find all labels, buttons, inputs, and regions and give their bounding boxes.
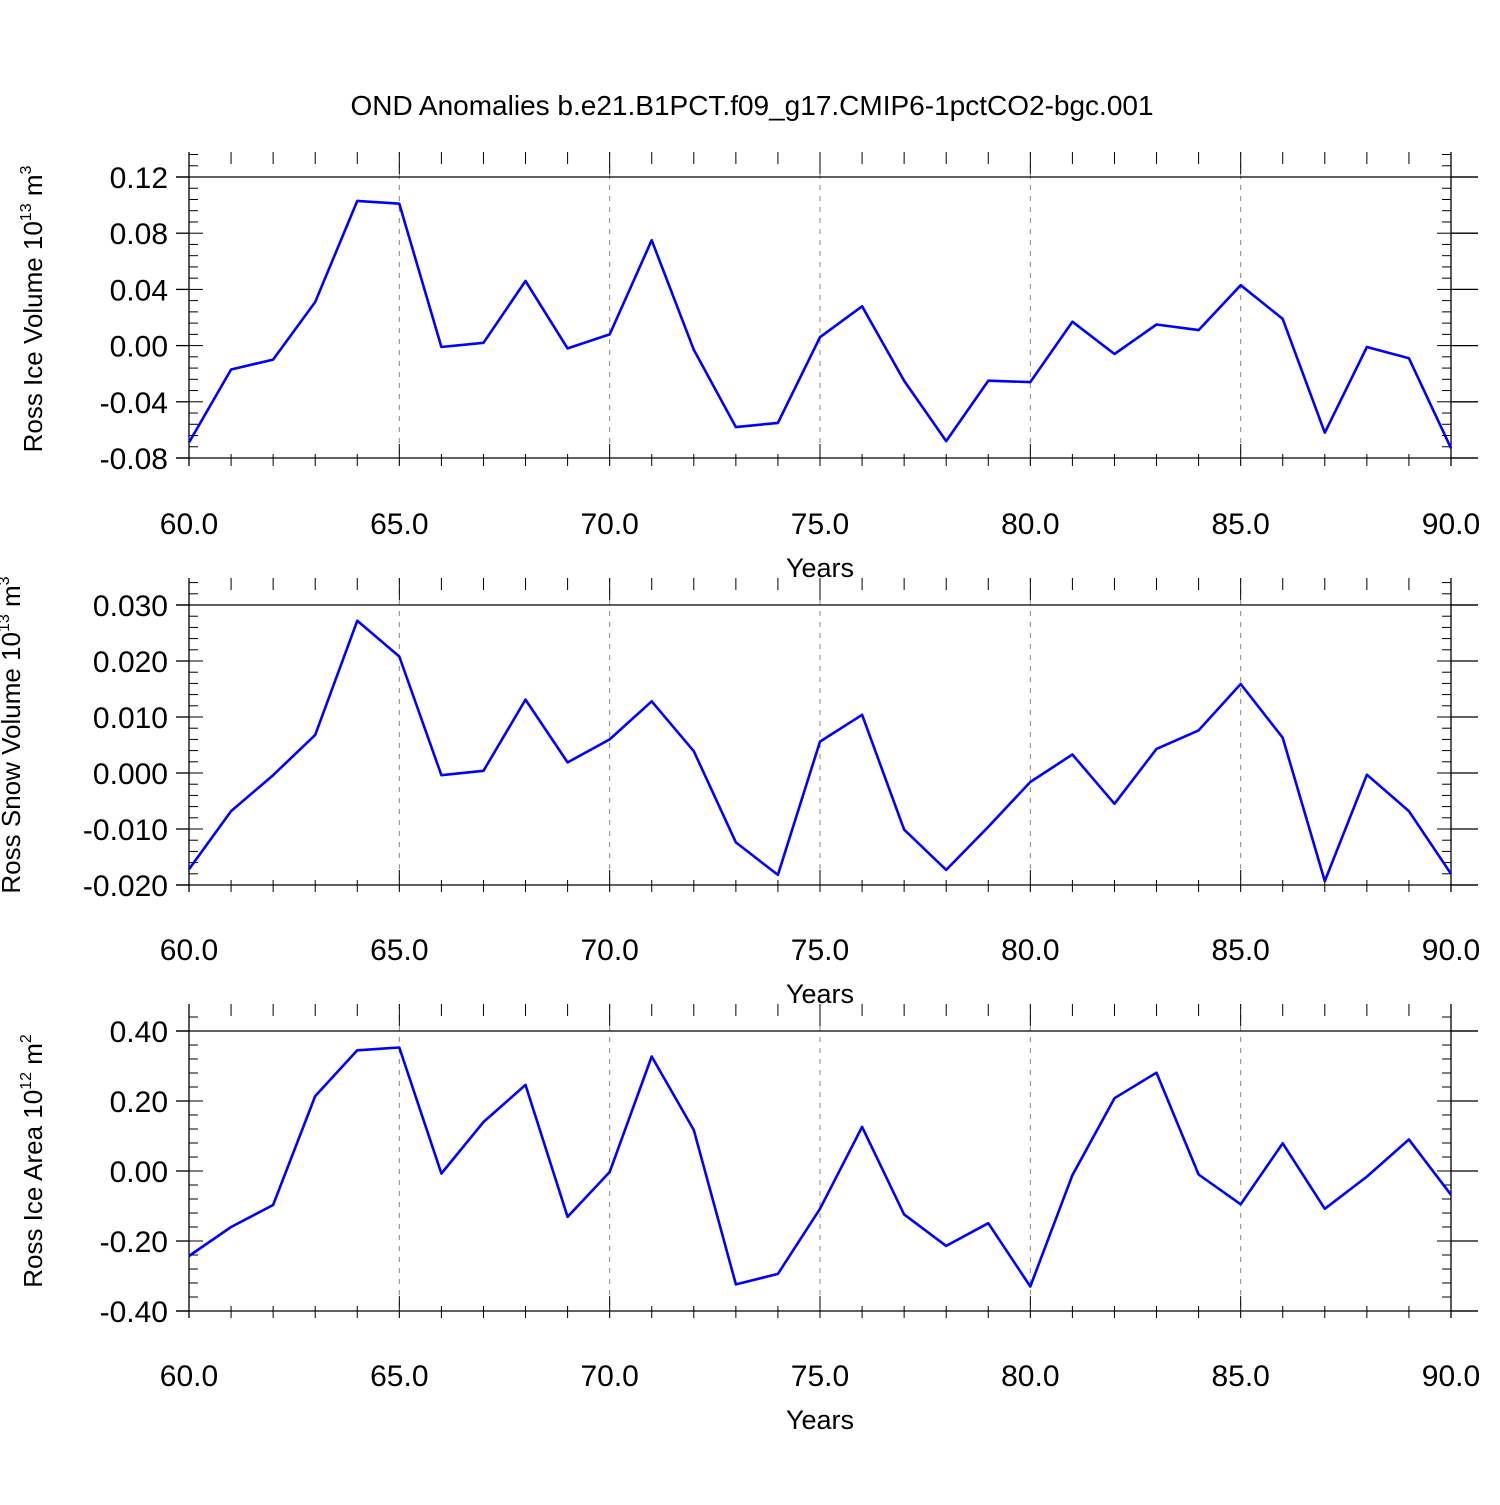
y-tick-label: 0.08 [110,218,168,251]
x-tick-label: 80.0 [1001,934,1059,967]
x-tick-label: 65.0 [370,508,428,541]
series-line [188,1046,1453,1288]
y-tick-label: 0.030 [93,590,168,623]
y-tick-label: 0.00 [110,331,168,364]
x-tick-label: 60.0 [160,1360,218,1393]
y-axis-label: Ross Ice Area 1012 m2 [18,1034,48,1288]
x-tick-label: 75.0 [791,1360,849,1393]
y-tick-label: -0.04 [100,387,168,420]
series-line [187,199,1453,449]
y-tick-label: -0.010 [83,814,168,847]
x-tick-label: 90.0 [1422,1360,1480,1393]
y-tick-label: 0.04 [110,274,168,307]
y-tick-label: 0.00 [110,1156,168,1189]
y-axis-label: Ross Ice Volume 1013 m3 [18,165,48,452]
x-tick-label: 85.0 [1211,1360,1269,1393]
x-tick-label: 80.0 [1001,508,1059,541]
panel-3: 0.40 0.20 0.00 -0.20 -0.40 60.0 65.0 70.0 75.0 80… [18,1004,1480,1435]
x-tick-label: 85.0 [1211,508,1269,541]
x-tick-label: 60.0 [160,934,218,967]
x-tick-label: 75.0 [791,934,849,967]
x-tick-label: 80.0 [1001,1360,1059,1393]
x-tick-label: 75.0 [791,508,849,541]
y-tick-label: 0.020 [93,646,168,679]
series-line [187,619,1453,883]
y-tick-label: 0.010 [93,702,168,735]
x-tick-label: 60.0 [160,508,218,541]
x-tick-label: 70.0 [580,1360,638,1393]
x-tick-label: 90.0 [1422,508,1480,541]
y-tick-label: -0.20 [100,1226,168,1259]
x-tick-label: 65.0 [370,1360,428,1393]
x-tick-label: 90.0 [1422,934,1480,967]
x-tick-label: 65.0 [370,934,428,967]
y-tick-label: -0.40 [100,1296,168,1329]
y-tick-label: 0.000 [93,758,168,791]
y-tick-label: 0.40 [110,1016,168,1049]
y-tick-label: 0.20 [110,1086,168,1119]
y-tick-label: -0.08 [100,443,168,476]
panel-1: 0.12 0.08 0.04 0.00 -0.04 -0.08 60.0 65.0 70.0 75… [18,152,1480,583]
x-tick-label: 70.0 [580,508,638,541]
y-tick-label: 0.12 [110,162,168,195]
x-tick-label: 70.0 [580,934,638,967]
y-tick-label: -0.020 [83,870,168,903]
y-axis-label: Ross Snow Volume 1013 m3 [0,576,26,893]
figure-title: OND Anomalies b.e21.B1PCT.f09_g17.CMIP6-… [350,90,1153,121]
x-tick-label: 85.0 [1211,934,1269,967]
x-axis-label: Years [786,1405,854,1435]
panel-2: 0.030 0.020 0.010 0.000 -0.010 -0.020 60.0 65.0… [0,576,1480,1009]
